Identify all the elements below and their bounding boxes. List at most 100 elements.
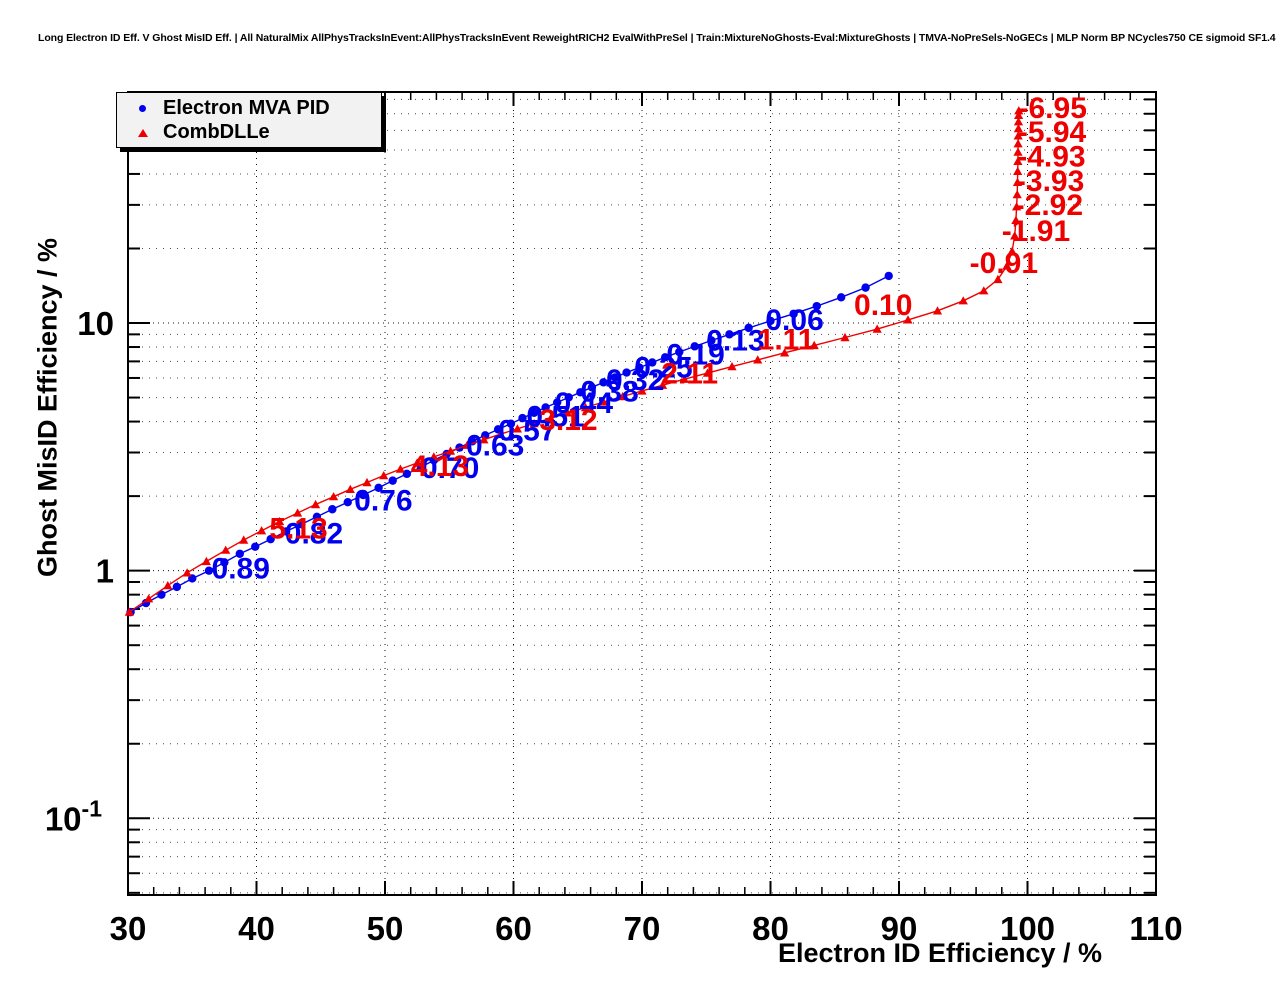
data-point-dot bbox=[157, 590, 166, 599]
data-point-triangle bbox=[1014, 110, 1024, 119]
data-point-triangle bbox=[1013, 131, 1023, 140]
axis-tick-labels: 30 40 50 60 70 80 90 100 110 10 1 10-1 bbox=[45, 305, 1183, 947]
data-point-label: 0.57 bbox=[498, 415, 556, 448]
y-tick-label: 10-1 bbox=[45, 795, 102, 837]
data-point-label: 0.89 bbox=[212, 553, 270, 586]
data-point-label: -0.91 bbox=[970, 247, 1038, 280]
data-point-triangle bbox=[546, 413, 556, 422]
data-point-triangle bbox=[124, 607, 134, 616]
data-point-dot bbox=[402, 469, 412, 479]
data-point-triangle bbox=[1013, 166, 1023, 175]
data-point-dot bbox=[374, 483, 383, 493]
data-point-triangle bbox=[479, 435, 489, 444]
data-point-label: 0.70 bbox=[421, 452, 479, 485]
data-point-dot bbox=[529, 408, 539, 417]
data-point-dot bbox=[266, 534, 275, 544]
data-point-triangle bbox=[1013, 124, 1023, 133]
data-point-triangle bbox=[872, 324, 882, 333]
data-point-label: -3.93 bbox=[1016, 165, 1084, 198]
legend-item-combdlle[interactable]: CombDLLe bbox=[135, 119, 270, 145]
data-point-dot bbox=[506, 419, 516, 428]
data-point-label: 1.11 bbox=[758, 323, 815, 356]
data-point-triangle bbox=[1012, 190, 1022, 199]
page-title: Long Electron ID Eff. V Ghost MisID Eff.… bbox=[38, 32, 1276, 44]
data-point-label: 0.13 bbox=[706, 325, 764, 358]
data-point-triangle bbox=[445, 446, 456, 455]
data-point-dot bbox=[635, 363, 644, 372]
data-point-dot bbox=[343, 497, 352, 507]
data-point-triangle bbox=[529, 418, 539, 428]
data-point-triangle bbox=[239, 535, 249, 544]
data-point-dot bbox=[622, 368, 631, 377]
data-point-label: 2.11 bbox=[661, 358, 718, 391]
data-point-dot bbox=[812, 301, 821, 311]
data-point-dot bbox=[789, 309, 798, 318]
x-tick-label: 90 bbox=[881, 910, 918, 947]
data-point-triangle bbox=[182, 568, 192, 577]
data-point-dot bbox=[861, 283, 870, 292]
data-point-triangle bbox=[1014, 106, 1024, 115]
data-point-label: 0.82 bbox=[285, 518, 343, 551]
data-point-triangle bbox=[293, 508, 303, 517]
data-point-triangle bbox=[275, 516, 285, 526]
data-point-label: 0.76 bbox=[354, 485, 412, 518]
data-point-triangle bbox=[311, 499, 321, 509]
data-point-dot bbox=[358, 490, 368, 500]
data-point-triangle bbox=[1013, 117, 1024, 126]
data-point-label: 0.06 bbox=[765, 304, 823, 337]
x-tick-label: 40 bbox=[238, 910, 275, 947]
data-point-triangle bbox=[679, 374, 689, 383]
data-point-triangle bbox=[702, 368, 713, 377]
data-point-triangle bbox=[658, 380, 668, 389]
data-point-label: 4.13 bbox=[411, 450, 469, 483]
x-tick-label: 70 bbox=[624, 910, 661, 947]
x-tick-label: 50 bbox=[367, 910, 404, 947]
y-tick-label: 10 bbox=[77, 305, 114, 342]
data-point-triangle bbox=[809, 340, 819, 350]
data-point-dot bbox=[251, 542, 260, 551]
data-point-triangle bbox=[753, 355, 763, 364]
data-point-triangle bbox=[362, 477, 372, 487]
data-point-dot bbox=[312, 512, 322, 522]
data-point-dot bbox=[388, 476, 397, 485]
data-point-triangle bbox=[412, 458, 422, 467]
data-point-dot bbox=[552, 398, 562, 407]
data-point-dot bbox=[836, 293, 846, 302]
data-point-label: 0.10 bbox=[854, 289, 912, 322]
data-point-label: -4.93 bbox=[1017, 141, 1085, 174]
data-point-dot bbox=[220, 558, 229, 567]
data-point-triangle bbox=[958, 296, 968, 305]
data-point-triangle bbox=[903, 315, 913, 324]
data-point-dot bbox=[660, 353, 670, 362]
data-point-dot bbox=[328, 505, 337, 514]
data-point-dot bbox=[172, 582, 182, 592]
data-point-triangle bbox=[993, 274, 1003, 284]
x-tick-label: 60 bbox=[495, 910, 532, 947]
data-point-triangle bbox=[1012, 202, 1022, 211]
data-point-dot bbox=[281, 527, 291, 536]
data-point-triangle bbox=[1013, 147, 1023, 156]
red-triangle-icon bbox=[135, 124, 151, 140]
data-point-triangle bbox=[1013, 139, 1023, 148]
data-point-triangle bbox=[1010, 231, 1020, 240]
data-point-triangle bbox=[329, 492, 339, 501]
data-point-triangle bbox=[780, 348, 790, 357]
data-point-dot bbox=[576, 388, 585, 397]
data-point-label: -2.92 bbox=[1015, 189, 1083, 222]
data-point-dot bbox=[766, 316, 775, 326]
data-point-triangle bbox=[379, 471, 389, 480]
data-point-triangle bbox=[1012, 177, 1023, 186]
legend[interactable]: Electron MVA PID CombDLLe bbox=[116, 92, 382, 148]
data-point-triangle bbox=[201, 556, 211, 566]
data-point-label: 0.38 bbox=[580, 375, 638, 408]
data-point-triangle bbox=[429, 452, 439, 461]
data-point-triangle bbox=[727, 362, 737, 371]
data-point-dot bbox=[648, 358, 657, 367]
data-point-label: 0.32 bbox=[606, 364, 664, 397]
data-point-triangle bbox=[932, 306, 943, 315]
data-point-dot bbox=[690, 342, 699, 351]
x-tick-label: 110 bbox=[1129, 910, 1182, 947]
data-point-triangle bbox=[163, 581, 173, 590]
data-point-triangle bbox=[562, 408, 573, 417]
legend-item-electron-mva-pid[interactable]: Electron MVA PID bbox=[135, 95, 330, 121]
